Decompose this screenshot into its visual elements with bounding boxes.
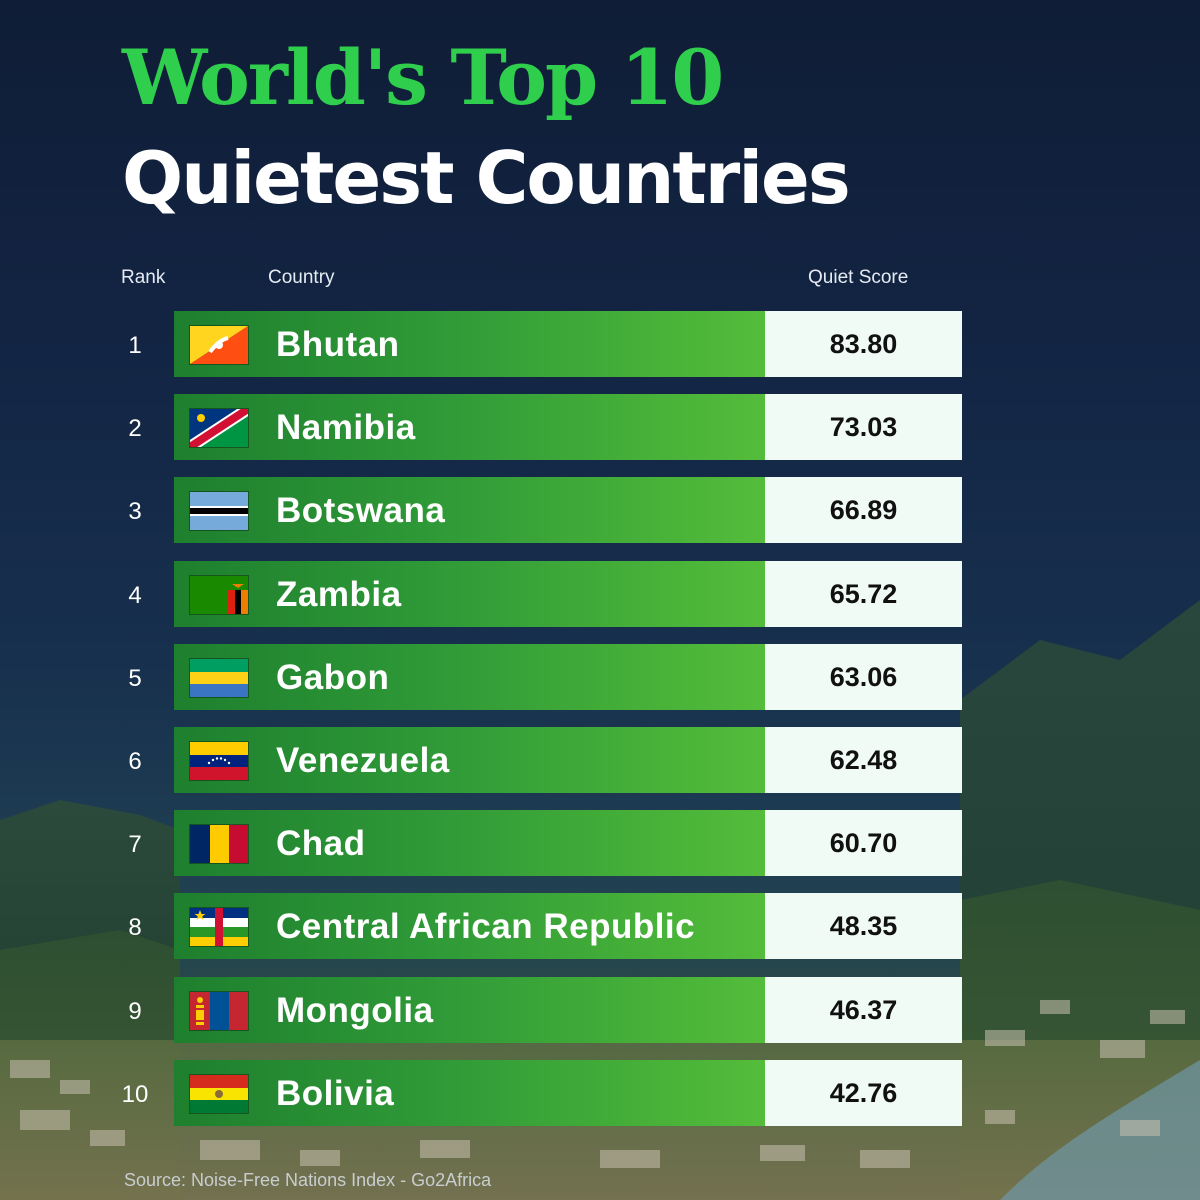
table-row: 7 Chad 60.70 [0, 810, 1200, 877]
zambia-flag-icon [190, 575, 248, 614]
title-line-1: World's Top 10 [122, 33, 724, 122]
country-name: Chad [276, 824, 366, 864]
country-bar [174, 1059, 766, 1126]
rank-number: 7 [128, 831, 142, 859]
quiet-score: 65.72 [765, 560, 962, 627]
title-line-2: Quietest Countries [122, 136, 851, 220]
quiet-score: 62.48 [765, 727, 962, 793]
rank-number: 4 [128, 581, 142, 609]
country-bar [174, 311, 766, 377]
country-bar [174, 810, 766, 877]
country-name: Gabon [276, 657, 390, 697]
country-name: Namibia [276, 408, 416, 448]
venezuela-flag-icon [190, 742, 248, 780]
rank-number: 8 [128, 914, 142, 942]
rank-number: 10 [121, 1080, 149, 1108]
quiet-score: 42.76 [765, 1059, 962, 1126]
table-row: 3 Botswana 66.89 [0, 477, 1200, 544]
country-name: Zambia [276, 574, 402, 614]
gabon-flag-icon [190, 658, 248, 697]
table-row: 5 Gabon 63.06 [0, 643, 1200, 710]
quiet-score: 83.80 [765, 311, 962, 377]
quiet-score: 73.03 [765, 394, 962, 461]
table-row: 10 Bolivia 42.76 [0, 1059, 1200, 1126]
country-name: Venezuela [276, 741, 450, 780]
column-header-score: Quiet Score [808, 267, 909, 288]
country-bar [174, 477, 766, 544]
country-bar [174, 727, 766, 793]
table-row: 6 Venezuela 62.48 [0, 727, 1200, 793]
column-header-country: Country [268, 267, 335, 288]
country-bar [174, 976, 766, 1043]
quiet-score: 63.06 [765, 643, 962, 710]
botswana-flag-icon [190, 492, 248, 531]
chad-flag-icon [190, 825, 248, 864]
table-row: 2 Namibia 73.03 [0, 394, 1200, 461]
rank-number: 3 [128, 498, 142, 526]
country-bar [174, 394, 766, 461]
country-name: Botswana [276, 491, 446, 531]
table-row: 9 Mongolia 46.37 [0, 976, 1200, 1043]
bhutan-flag-icon [190, 326, 248, 364]
quiet-score: 48.35 [765, 893, 962, 960]
rank-number: 1 [128, 332, 142, 359]
quiet-score: 60.70 [765, 810, 962, 877]
rank-number: 9 [128, 997, 142, 1025]
rank-number: 5 [128, 664, 142, 692]
table-row: 1 Bhutan 83.80 [0, 311, 1200, 377]
quiet-score: 46.37 [765, 976, 962, 1043]
namibia-flag-icon [190, 409, 248, 448]
source-note: Source: Noise-Free Nations Index - Go2Af… [124, 1170, 492, 1190]
country-bar [174, 560, 766, 627]
table-row: 4 Zambia 65.72 [0, 560, 1200, 627]
country-name: Bhutan [276, 325, 400, 364]
country-bar [174, 643, 766, 710]
mongolia-flag-icon [190, 991, 248, 1030]
country-name: Bolivia [276, 1073, 395, 1113]
quiet-score: 66.89 [765, 477, 962, 544]
rank-number: 6 [128, 748, 142, 775]
country-bar [174, 893, 766, 960]
rank-number: 2 [128, 415, 142, 443]
country-name: Central African Republic [276, 907, 696, 947]
central-african-republic-flag-icon [190, 908, 248, 947]
table-row: 8 Central African Republic 48.35 [0, 893, 1200, 960]
country-name: Mongolia [276, 990, 434, 1030]
column-header-rank: Rank [121, 267, 166, 288]
bolivia-flag-icon [190, 1074, 248, 1113]
